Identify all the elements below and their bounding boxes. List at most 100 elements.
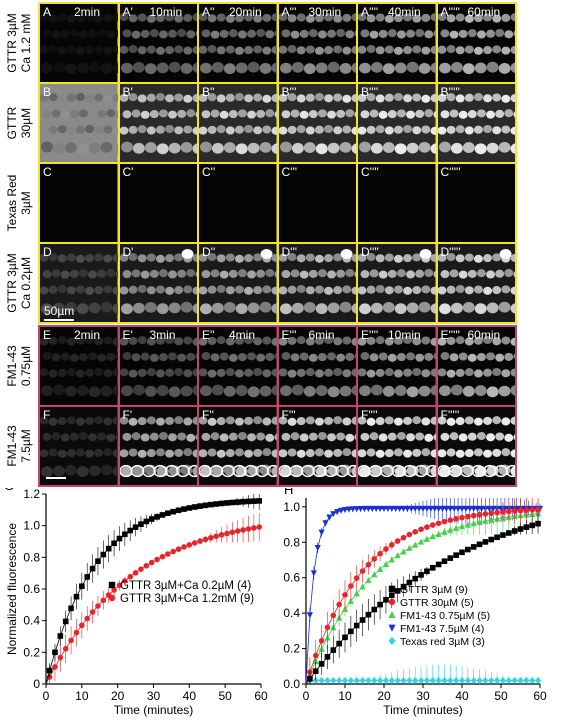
data-point	[412, 505, 419, 512]
data-point	[181, 544, 187, 550]
data-point	[46, 667, 53, 674]
micrograph-row: A 2min A' 10min A'' 20min A''' 30min A'''' 40min A…	[38, 2, 517, 84]
micrograph-image	[358, 84, 436, 162]
series	[305, 498, 544, 685]
x-tick-label: 20	[111, 689, 125, 703]
data-point	[384, 505, 391, 512]
panel-letter: C'	[122, 165, 134, 179]
data-point	[482, 511, 489, 517]
data-point	[312, 652, 319, 659]
panel-time: 3min	[149, 328, 176, 342]
data-point	[369, 505, 376, 513]
series	[306, 664, 542, 685]
micrograph-image	[199, 407, 277, 485]
data-point	[517, 676, 524, 685]
legend-label: GTTR 3µM+Ca 1.2mM (9)	[120, 593, 254, 605]
data-point	[394, 588, 401, 594]
row-label: FM1-43 7.5µM	[5, 406, 33, 486]
data-point	[523, 676, 530, 685]
data-point	[229, 499, 236, 506]
panel-letter: C'''''	[440, 165, 461, 179]
data-point	[458, 505, 466, 512]
panel-time: 30min	[308, 5, 342, 19]
data-point	[371, 571, 378, 578]
chart-panel-label: G	[4, 488, 14, 493]
y-tick-label: 0.2	[283, 642, 300, 656]
panel-time: 20min	[229, 5, 262, 19]
data-point	[419, 505, 427, 512]
legend-marker	[388, 624, 396, 632]
panel-letter: B''''	[361, 85, 379, 99]
data-point	[79, 583, 85, 590]
micrograph-panel: D''''	[358, 244, 436, 322]
data-point	[310, 570, 317, 577]
data-point	[324, 624, 331, 631]
series	[45, 513, 263, 685]
data-point	[408, 505, 415, 512]
micrograph-panel: D'	[119, 244, 197, 322]
data-point	[400, 505, 407, 512]
data-point	[353, 590, 360, 597]
legend: GTTR 3µM (9)GTTR 30µM (5)FM1-43 0.75µM (…	[388, 584, 490, 648]
data-point	[466, 505, 473, 512]
data-point	[476, 541, 483, 548]
data-point	[213, 533, 220, 540]
data-point	[371, 676, 378, 685]
data-point	[488, 510, 495, 517]
micrograph-image	[119, 407, 197, 485]
data-point	[52, 649, 58, 656]
micrograph-row: F F' F'' F''' F'''' F'''''	[38, 405, 517, 487]
data-point	[361, 505, 368, 513]
x-axis-label: Time (minutes)	[114, 703, 194, 717]
data-point	[100, 551, 107, 558]
data-point	[307, 675, 313, 682]
data-point	[447, 676, 454, 685]
data-point	[431, 505, 438, 512]
data-point	[455, 505, 462, 512]
data-point	[424, 524, 430, 530]
data-point	[245, 526, 252, 532]
data-point	[388, 556, 395, 563]
data-point	[165, 551, 171, 557]
data-point	[400, 676, 407, 685]
data-point	[373, 505, 380, 513]
data-point	[490, 505, 497, 512]
data-point	[464, 676, 471, 685]
micrograph-panel: C''''	[358, 164, 436, 242]
data-point	[95, 603, 101, 609]
data-point	[470, 520, 477, 527]
micrograph-panel: D	[40, 244, 118, 322]
data-point	[191, 540, 198, 546]
micrograph-panel: F''	[199, 407, 277, 485]
legend-marker	[388, 598, 396, 606]
micrograph-panel: F'''	[278, 407, 356, 485]
data-point	[429, 533, 436, 540]
data-point	[482, 676, 489, 685]
data-point	[529, 522, 535, 529]
micrograph-panel: A' 10min	[119, 4, 197, 82]
panel-letter: F	[43, 408, 51, 422]
data-point	[336, 640, 342, 647]
data-point	[500, 509, 506, 515]
data-point	[132, 524, 139, 530]
panel-letter: F'''''	[440, 408, 460, 422]
data-point	[423, 676, 430, 685]
data-point	[186, 505, 193, 511]
data-point	[122, 578, 128, 584]
micrograph-image	[358, 327, 436, 405]
y-tick-label: 1.0	[23, 519, 40, 533]
data-point	[506, 530, 512, 536]
data-point	[341, 676, 349, 685]
y-tick-label: 0	[33, 677, 40, 691]
micrograph-panel: A''''' 60min	[437, 4, 515, 82]
series	[305, 513, 541, 685]
row-label-line: Texas Red	[5, 174, 19, 232]
micrograph-panel: A 2min	[40, 4, 118, 82]
data-point	[482, 539, 489, 545]
data-point	[429, 564, 436, 571]
data-point	[505, 676, 512, 685]
row-label-line: GTTR	[5, 106, 19, 140]
data-point	[406, 676, 413, 685]
chart-h: H 0 10 20 30 40 50 60 0.0 0.2 0.4 0.6 0.8 1.0 Time (mi…	[283, 488, 547, 717]
data-point	[377, 565, 384, 572]
